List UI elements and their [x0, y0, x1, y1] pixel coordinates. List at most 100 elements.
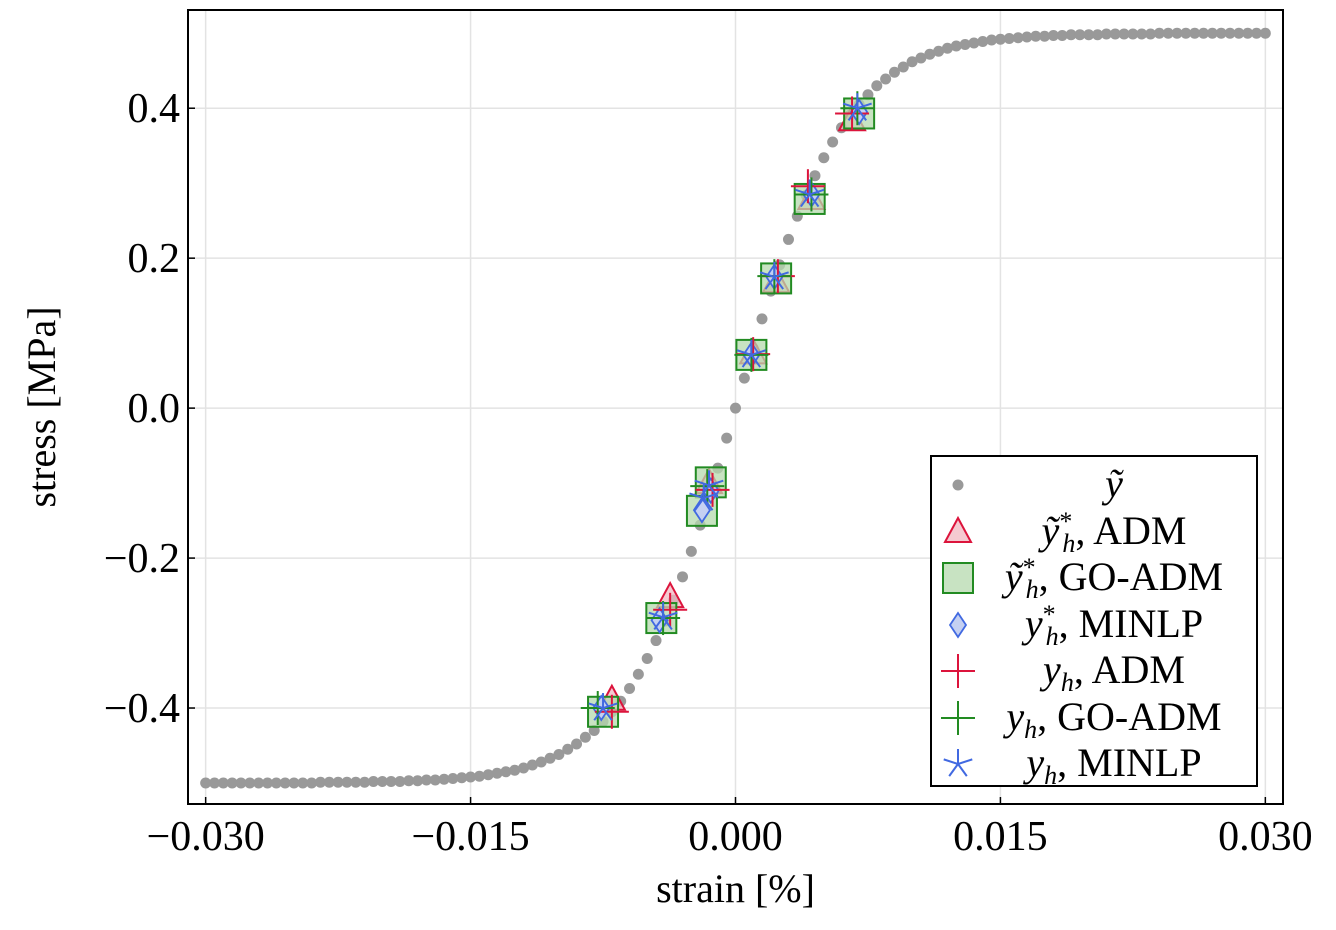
data-point [429, 774, 441, 786]
point-circle [782, 233, 794, 245]
point-circle [738, 372, 750, 384]
y-tick-label: 0.2 [128, 236, 181, 282]
x-axis-label: strain [%] [656, 866, 815, 911]
point-circle [730, 402, 741, 414]
legend-entry: y*h, MINLP [932, 601, 1256, 649]
data-point [1180, 27, 1192, 39]
data-point [500, 766, 512, 778]
data-point [253, 777, 265, 789]
data-point [1021, 31, 1033, 43]
y-tick-label: 0.4 [128, 86, 181, 132]
point-circle [571, 738, 583, 750]
y-axis-label: stress [MPa] [19, 306, 64, 507]
data-point [1242, 27, 1254, 39]
data-point [1162, 27, 1174, 39]
point-star-arm [662, 616, 673, 631]
data-point [782, 233, 794, 245]
point-circle [200, 777, 212, 789]
data-point [968, 37, 980, 49]
point-circle [915, 52, 927, 64]
point-circle [818, 152, 830, 164]
legend-method: , GO-ADM [1038, 554, 1224, 599]
point-circle [897, 61, 909, 73]
point-circle [1056, 29, 1068, 41]
legend-symbol: y [1026, 740, 1045, 785]
legend-entry: ỹ*h, GO-ADM [932, 554, 1256, 603]
point-circle [1180, 27, 1192, 39]
data-point [491, 767, 503, 779]
legend-marker [942, 562, 974, 594]
legend-marker-circle-icon [952, 479, 964, 491]
data-point [447, 773, 459, 785]
legend-marker-star-icon [943, 749, 973, 777]
legend-marker [943, 515, 973, 543]
point-circle [952, 479, 964, 491]
point-circle [518, 762, 530, 774]
point-circle [933, 45, 945, 57]
legend: ỹ ỹ*h, ADM ỹ*h, GO-ADM y*h, MINLP yh, ADM yh,… [930, 455, 1258, 789]
data-point [1109, 28, 1121, 40]
point-circle [261, 777, 273, 789]
point-star-arm [602, 707, 613, 721]
point-star-arm [773, 276, 784, 290]
point-star-arm [653, 616, 664, 631]
point-circle [1145, 28, 1157, 40]
data-point [1065, 29, 1077, 41]
data-point [689, 483, 719, 511]
point-circle [1003, 32, 1015, 44]
data-point [473, 770, 485, 782]
data-point [1083, 29, 1095, 41]
point-circle [1030, 30, 1042, 42]
point-circle [1118, 28, 1130, 40]
series-4 [594, 96, 870, 729]
series-6 [588, 93, 872, 721]
point-circle [1127, 28, 1139, 40]
point-star-arm [736, 349, 752, 356]
point-star-arm [856, 107, 867, 121]
point-circle [1109, 28, 1121, 40]
data-point [736, 339, 766, 368]
data-point [1030, 30, 1042, 42]
point-star-arm [648, 611, 664, 619]
data-point [235, 777, 247, 789]
point-star-arm [708, 484, 719, 499]
point-triangle [943, 515, 973, 543]
point-star-arm [588, 702, 604, 709]
data-point [456, 772, 468, 784]
data-point [721, 432, 733, 444]
legend-entry: ỹ [932, 461, 1256, 507]
data-point [217, 777, 229, 789]
data-point [359, 776, 371, 788]
legend-method: , ADM [1073, 647, 1185, 692]
point-circle [244, 777, 256, 789]
point-star-arm [741, 354, 753, 368]
data-point [1198, 27, 1210, 39]
data-point [871, 80, 883, 92]
data-point [288, 777, 300, 789]
legend-marker [941, 700, 975, 735]
point-circle [756, 313, 768, 325]
data-point [208, 777, 220, 789]
point-circle [226, 777, 238, 789]
point-star-arm [957, 763, 968, 777]
data-point [795, 179, 825, 208]
x-tick-label: 0.030 [1218, 814, 1313, 860]
point-circle [1224, 27, 1236, 39]
data-point [261, 777, 273, 789]
point-circle [376, 776, 388, 788]
point-circle [721, 432, 733, 444]
point-circle [968, 37, 980, 49]
point-circle [1047, 29, 1059, 41]
point-circle [941, 42, 953, 54]
point-circle [888, 66, 900, 78]
legend-label: yh, MINLP [976, 740, 1252, 789]
legend-method: , ADM [1075, 507, 1187, 553]
data-point [759, 261, 789, 290]
data-point [950, 40, 962, 52]
point-circle [871, 80, 883, 92]
data-point [376, 776, 388, 788]
data-point [465, 771, 477, 783]
point-circle [1242, 27, 1254, 39]
point-circle [367, 776, 379, 788]
point-circle [906, 56, 918, 68]
